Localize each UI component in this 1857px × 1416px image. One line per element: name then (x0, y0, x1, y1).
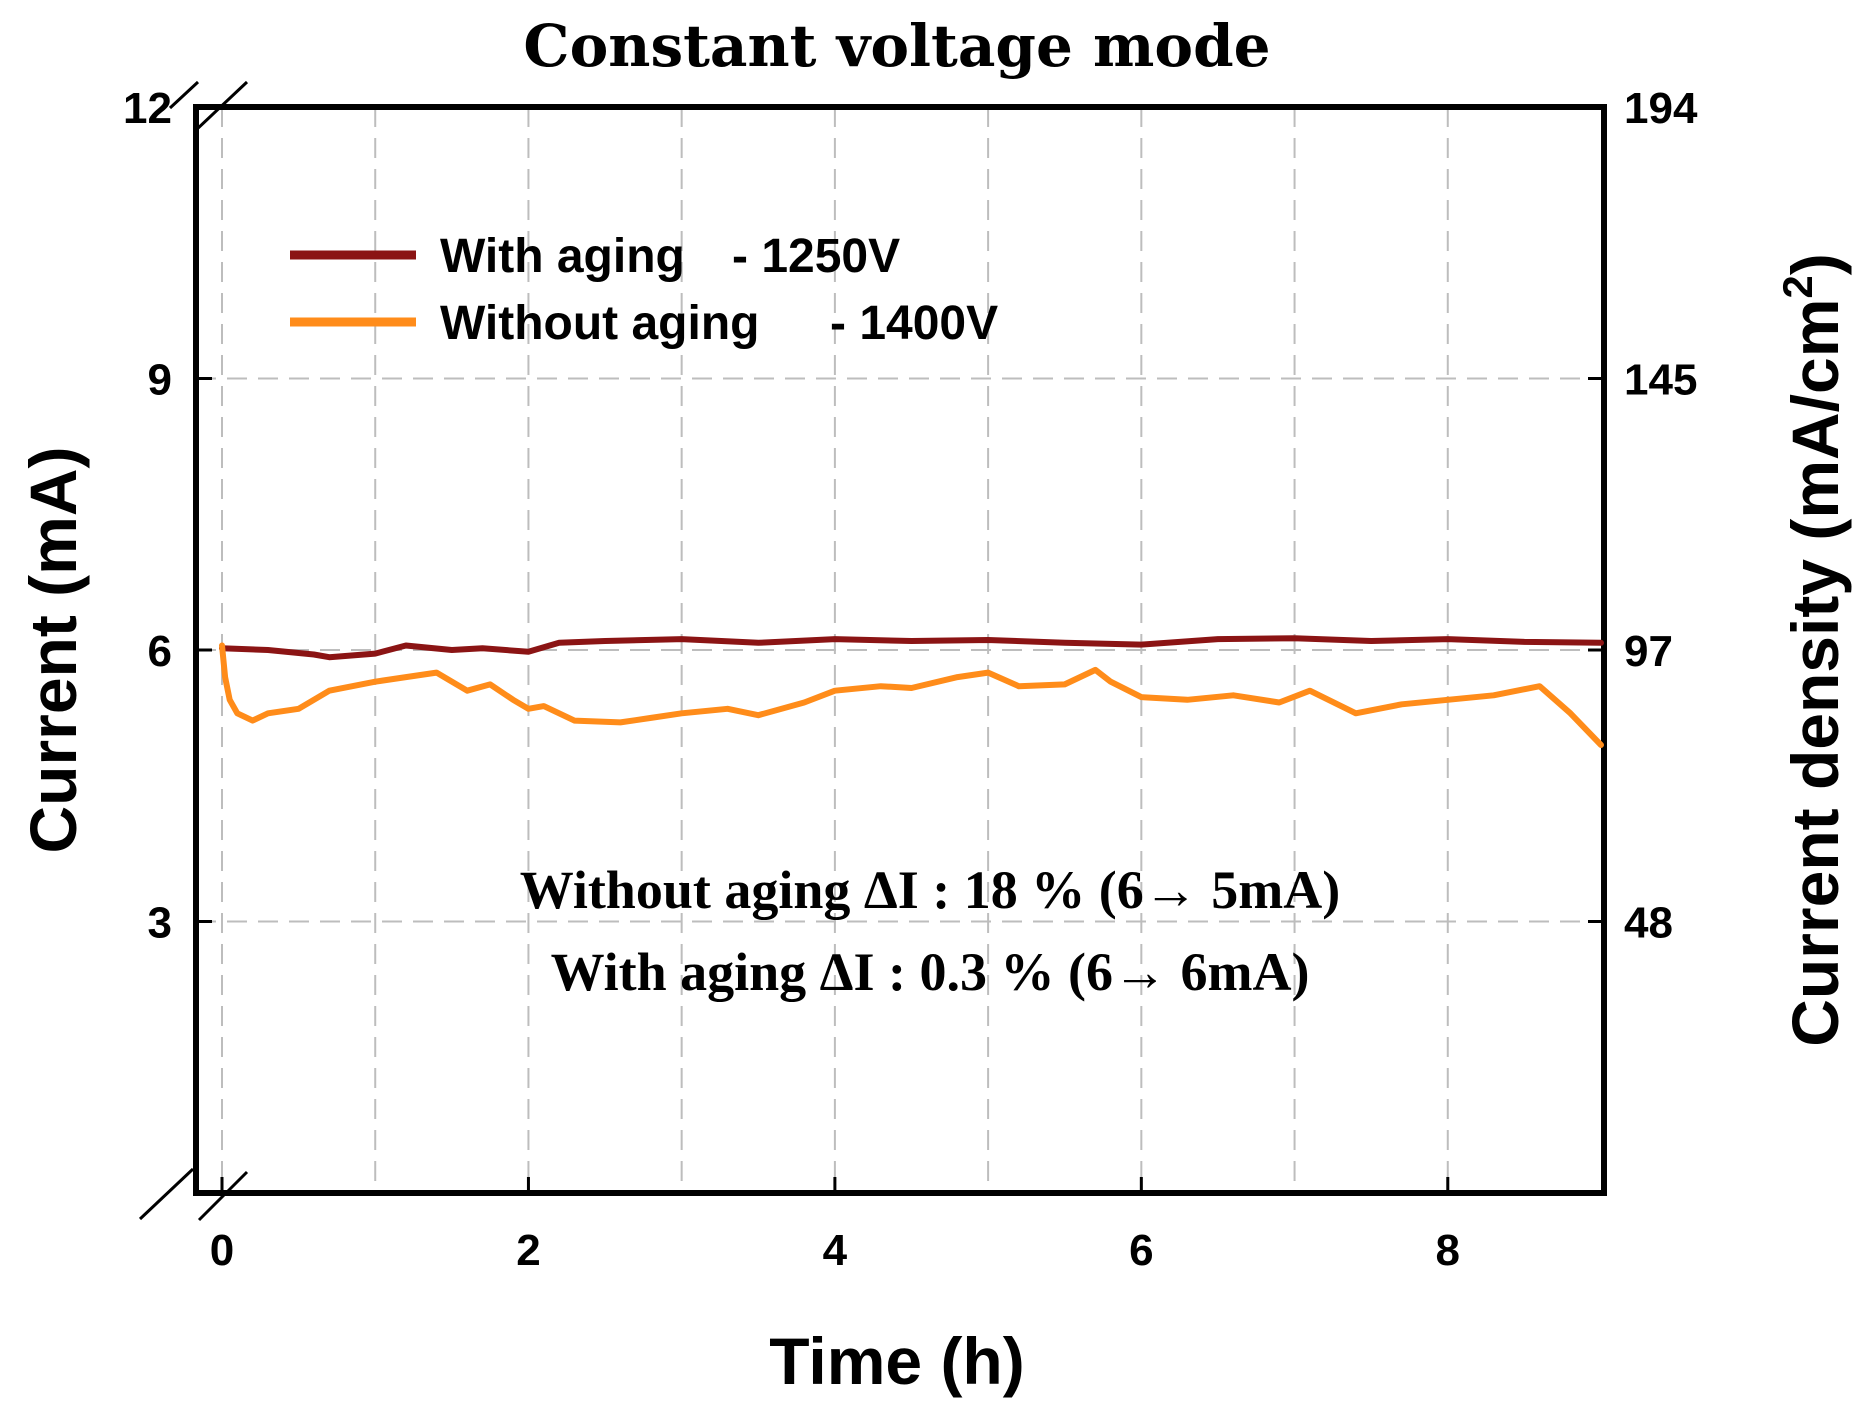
ticks: 0 2 4 6 8 3 48 6 97 9 145 12 194 (123, 84, 1698, 1275)
y2-axis-label-end: ) (1778, 253, 1852, 275)
legend: With aging - 1250V Without aging - 1400V (290, 230, 998, 350)
annotation-with-aging: With aging ΔI : 0.3 % (6→ 6mA) (551, 942, 1310, 1002)
legend-label-with-aging: With aging (440, 230, 685, 283)
y2-tick-label: 97 (1624, 627, 1673, 676)
break-mark-bottom-left (138, 1167, 195, 1221)
axis-break-marks (138, 80, 249, 1222)
y-tick-label: 12 (123, 84, 172, 133)
y2-axis-label-sup: 2 (1774, 275, 1821, 298)
y2-axis-label-main: Current density (mA/cm (1778, 299, 1852, 1047)
series-line-with-aging (219, 635, 1604, 661)
y2-axis-label: Current density (mA/cm2) (1774, 253, 1852, 1046)
x-tick-label: 6 (1129, 1226, 1153, 1275)
y2-tick-label: 194 (1624, 84, 1698, 133)
break-mark-top-right (193, 80, 249, 133)
series-line-without-aging (219, 642, 1604, 748)
legend-suffix-with-aging: - 1250V (732, 230, 900, 283)
break-mark-top-left (168, 80, 200, 110)
chart-title: Constant voltage mode (523, 12, 1270, 80)
legend-suffix-without-aging: - 1400V (830, 297, 998, 350)
series (219, 635, 1604, 748)
legend-label-without-aging: Without aging (440, 297, 759, 350)
x-tick-label: 0 (210, 1226, 234, 1275)
y2-tick-label: 145 (1624, 356, 1697, 405)
annotation-without-aging: Without aging ΔI : 18 % (6→ 5mA) (520, 860, 1340, 920)
y-tick-label: 3 (148, 899, 172, 948)
x-tick-label: 4 (823, 1226, 848, 1275)
y-tick-label: 9 (148, 356, 172, 405)
y-tick-label: 6 (148, 627, 172, 676)
x-axis-label: Time (h) (769, 1324, 1024, 1398)
x-tick-label: 2 (516, 1226, 540, 1275)
y-axis-label: Current (mA) (16, 447, 90, 854)
y2-tick-label: 48 (1624, 899, 1673, 948)
break-mark-bottom-right (197, 1170, 249, 1222)
x-tick-label: 8 (1436, 1226, 1460, 1275)
